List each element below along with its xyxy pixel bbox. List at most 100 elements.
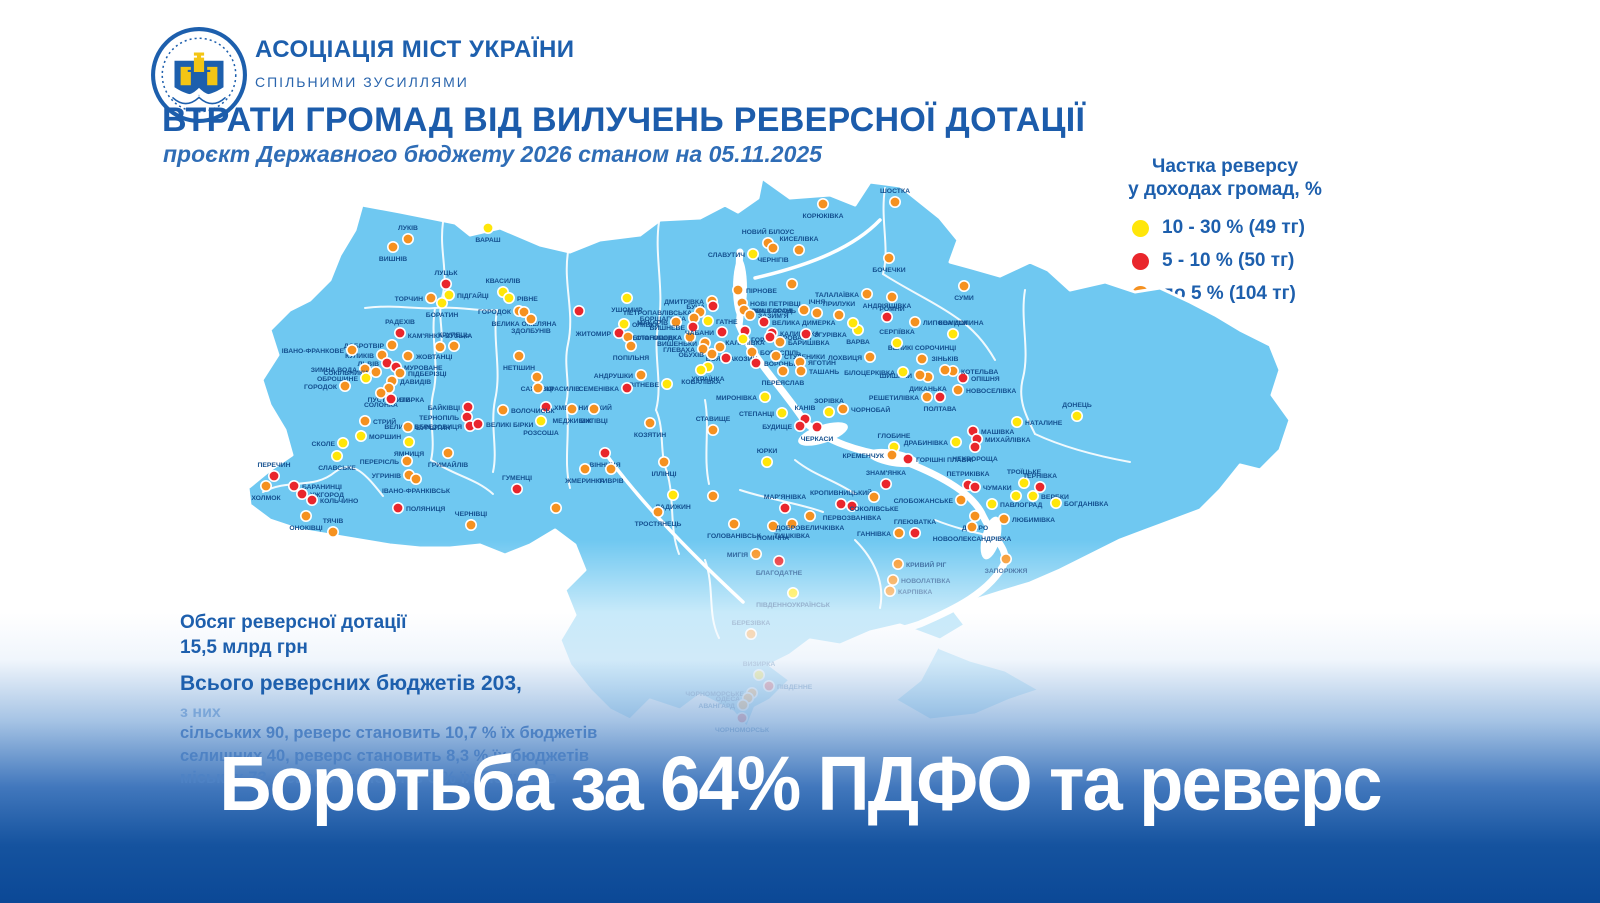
community-label: АНДРІЯШІВКА	[863, 303, 912, 310]
community-dot	[259, 479, 272, 492]
community-dot	[443, 289, 456, 302]
community-label: ТИВРІВ	[598, 478, 623, 485]
community-dot	[882, 252, 895, 265]
community-dot	[462, 401, 475, 414]
desna-river	[753, 218, 882, 280]
community-label: ГУМЕНЦІ	[502, 475, 532, 482]
community-label: ОЛІЇВКА	[632, 321, 660, 329]
stats-volume-value: 15,5 млрд грн	[180, 636, 308, 658]
community-label: ТРОЇЦЬКЕ	[1007, 468, 1042, 476]
community-label: СТЕПАНЦІ	[739, 411, 774, 418]
community-dot	[620, 382, 633, 395]
community-dot	[727, 517, 740, 530]
community-label: ХОЛМОК	[251, 495, 281, 502]
community-dot	[578, 462, 591, 475]
community-label: ЮРКИ	[757, 448, 778, 455]
community-label: ГОРОДОК	[478, 309, 512, 316]
community-dot	[327, 525, 340, 538]
community-label: ВЕЛИКІ БІРКИ	[486, 422, 533, 429]
community-label: ДМИТРІВКА	[664, 299, 704, 306]
stats-urban: міських 73, реверс становить 6 % їх бюдж…	[180, 768, 557, 787]
community-label: АНДРУШКИ	[594, 373, 633, 380]
legend-item-yellow: 10 - 30 % (49 тг)	[1132, 217, 1350, 239]
community-dot	[472, 417, 485, 430]
community-label: МАКАРІВ	[637, 320, 668, 327]
community-label: НОВИЙ БІЛОУС	[742, 227, 795, 236]
community-dot	[846, 317, 859, 330]
community-dot	[834, 497, 847, 510]
community-dot	[766, 242, 779, 255]
community-dot	[1070, 410, 1083, 423]
community-dot	[745, 346, 758, 359]
community-label: КОТЕЛЬВА	[961, 369, 998, 376]
community-dot	[549, 501, 562, 514]
community-label: ТИШКІВКА	[774, 533, 810, 540]
community-label: МАШІВКА	[981, 429, 1014, 436]
community-dot	[660, 378, 673, 391]
community-label: ЛУКІВ	[398, 225, 418, 232]
community-label: БІБРКА	[399, 397, 424, 404]
community-label: БІЛОЦЕРКІВКА	[844, 370, 895, 377]
community-label: ВИШНІВ	[379, 256, 407, 263]
community-label: ВОЛОЧИСЬК	[511, 408, 555, 415]
community-dot	[896, 366, 909, 379]
community-dot	[694, 364, 707, 377]
community-dot	[403, 435, 416, 448]
community-label: ВАРАШ	[475, 237, 500, 244]
community-dot	[524, 313, 537, 326]
community-label: ГАННІВКА	[857, 531, 891, 538]
community-dot	[531, 382, 544, 395]
community-label: КАЛИНІВКА	[780, 331, 820, 338]
community-dot	[624, 340, 637, 353]
community-dot	[598, 446, 611, 459]
community-dot	[701, 315, 714, 328]
org-block: АСОЦІАЦІЯ МІСТ УКРАЇНИ СПІЛЬНИМИ ЗУСИЛЛЯ…	[255, 36, 575, 90]
community-dot	[300, 509, 313, 522]
community-label: СЛАВСЬКЕ	[318, 465, 356, 472]
community-label: КРЕМЕНЧУК	[843, 453, 885, 460]
community-label: ЗНАМ'ЯНКА	[866, 470, 906, 477]
community-dot	[920, 391, 933, 404]
community-dot	[758, 391, 771, 404]
community-dot	[797, 304, 810, 317]
community-label: МАР'ЯНІВКА	[764, 494, 806, 501]
community-dot	[773, 336, 786, 349]
community-label: РЕШЕТИЛІВКА	[869, 395, 919, 402]
community-dot	[769, 350, 782, 363]
community-label: ГОЛОВАНІВСЬК	[707, 533, 762, 540]
community-label: КРУПЕЦЬ	[438, 332, 470, 339]
community-dot	[448, 340, 461, 353]
community-label: ЯГОТИН	[808, 360, 836, 367]
bottom-gradient	[0, 540, 1600, 903]
community-label: ІЧНЯ	[809, 299, 826, 306]
community-dot	[669, 316, 682, 329]
community-label: ЖМЕРИНКА	[564, 478, 605, 485]
community-dot	[295, 487, 308, 500]
page-subtitle: проєкт Державного бюджету 2026 станом на…	[163, 141, 822, 167]
community-dot	[337, 436, 350, 449]
community-label: УЖГОРОД	[310, 492, 344, 499]
community-dot	[792, 244, 805, 257]
community-label: СТАНИШІВКА	[636, 335, 682, 342]
community-dot	[442, 446, 455, 459]
community-label: ІВАНО-ФРАНКОВЕ	[282, 348, 345, 355]
community-label: ТЯЧІВ	[323, 518, 344, 525]
community-label: НЕТІШИН	[503, 365, 535, 372]
stats-of-them: з них	[180, 704, 221, 722]
logo-waves-line	[171, 96, 227, 105]
community-label: ПІРНОВЕ	[746, 288, 777, 295]
community-dot	[440, 278, 453, 291]
community-dot	[496, 404, 509, 417]
community-dot	[715, 326, 728, 339]
community-label: ГЛЕВАХА	[663, 347, 695, 354]
community-label: КИСЕЛІВКА	[779, 236, 818, 243]
community-dot	[434, 341, 447, 354]
community-label: ТЕРНІВКА	[1023, 473, 1057, 480]
community-label: ЛЮБИМІВКА	[1012, 517, 1055, 524]
community-label: ВИТІВЦІ	[580, 418, 608, 425]
community-label: ПАВЛОГРАД	[1000, 502, 1043, 509]
community-dot	[766, 519, 779, 532]
community-label: КАНІВ	[795, 405, 816, 412]
community-dot	[1017, 476, 1030, 489]
community-dot	[785, 517, 798, 530]
